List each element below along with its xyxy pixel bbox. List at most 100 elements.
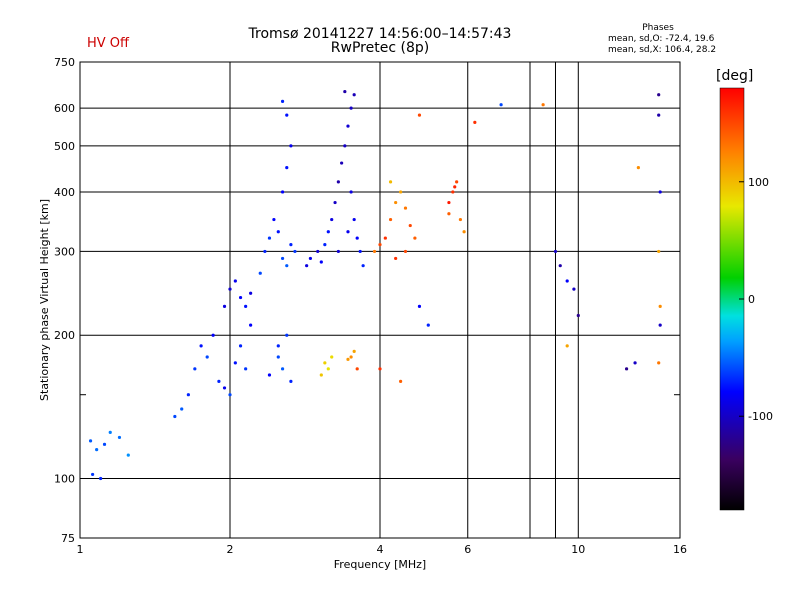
data-point <box>499 103 503 107</box>
y-tick-label: 600 <box>54 102 75 115</box>
data-point <box>565 344 569 348</box>
data-point <box>233 279 237 283</box>
data-point <box>249 291 253 295</box>
data-point <box>126 453 130 457</box>
axes: 1 2 4 6 10 16 75 100 200 300 400 500 600 750 <box>54 56 687 556</box>
data-point <box>565 279 569 283</box>
data-point <box>205 355 209 359</box>
data-point <box>340 161 344 165</box>
data-point <box>455 180 459 184</box>
data-point <box>102 442 107 446</box>
data-point <box>657 113 661 117</box>
data-point <box>228 393 232 397</box>
data-point <box>222 304 227 308</box>
data-point <box>447 200 451 205</box>
y-tick-label: 750 <box>54 56 75 69</box>
chart-title-line2: RwPretec (8p) <box>330 40 430 56</box>
data-point <box>346 124 350 128</box>
data-point <box>330 217 334 222</box>
hv-status: HV Off <box>87 36 129 51</box>
data-point <box>346 357 350 361</box>
x-tick-label: 10 <box>571 543 585 556</box>
data-point <box>276 355 280 359</box>
data-point <box>267 373 272 377</box>
data-point <box>323 361 327 365</box>
data-point <box>258 271 262 275</box>
phase-stats-title: Phases <box>642 23 674 33</box>
data-point <box>388 217 393 222</box>
data-point <box>451 190 455 194</box>
colorbar-unit-label: [deg] <box>716 68 754 84</box>
data-point <box>426 323 430 327</box>
data-point <box>349 106 353 110</box>
data-point <box>326 367 330 371</box>
data-point <box>280 256 285 261</box>
data-point <box>323 243 327 247</box>
data-point <box>222 386 227 390</box>
grid-lines <box>80 62 680 538</box>
data-point <box>280 99 285 103</box>
data-point <box>173 414 177 419</box>
data-point <box>238 344 243 348</box>
data-point <box>333 200 337 205</box>
data-point <box>624 367 629 371</box>
data-point <box>211 333 215 337</box>
data-point <box>553 249 558 254</box>
data-point <box>355 367 359 371</box>
data-point <box>285 264 289 268</box>
data-point <box>336 180 340 184</box>
data-point <box>576 313 580 318</box>
data-point <box>272 217 276 222</box>
data-point <box>316 249 320 254</box>
colorbar-tick-label: -100 <box>748 410 773 423</box>
data-point <box>394 256 398 261</box>
data-point <box>399 379 403 383</box>
data-point <box>462 230 466 234</box>
y-tick-label: 300 <box>54 245 75 258</box>
data-point <box>95 448 99 452</box>
data-point <box>352 217 356 222</box>
data-point <box>193 367 197 371</box>
data-point <box>558 264 562 268</box>
x-tick-label: 6 <box>464 543 471 556</box>
data-point <box>319 373 323 377</box>
data-point <box>458 217 463 222</box>
data-point <box>346 230 350 234</box>
data-point <box>88 439 93 443</box>
data-point <box>217 379 221 383</box>
data-point <box>388 180 393 184</box>
data-point <box>355 236 359 240</box>
data-point <box>289 144 293 148</box>
phase-stats-x-mode: mean, sd,X: 106.4, 28.2 <box>608 45 717 55</box>
data-point <box>361 264 365 268</box>
data-point <box>199 344 203 348</box>
y-tick-label: 100 <box>54 473 75 486</box>
data-point <box>308 256 313 261</box>
x-tick-label: 16 <box>673 543 687 556</box>
data-point <box>633 361 637 365</box>
x-axis-label: Frequency [MHz] <box>334 558 426 571</box>
data-point <box>276 344 280 348</box>
data-point <box>326 230 330 234</box>
y-tick-label: 400 <box>54 186 75 199</box>
data-point <box>244 304 248 308</box>
data-point <box>289 379 293 383</box>
data-point <box>408 223 412 228</box>
data-point <box>276 230 280 234</box>
data-point <box>99 476 103 481</box>
data-point <box>180 407 184 411</box>
data-point <box>330 355 334 359</box>
x-tick-label: 2 <box>227 543 234 556</box>
data-point <box>413 236 417 240</box>
data-point <box>285 166 289 170</box>
data-point <box>572 287 576 291</box>
x-tick-label: 1 <box>77 543 84 556</box>
x-tick-label: 4 <box>377 543 384 556</box>
data-point <box>336 249 340 254</box>
y-tick-label: 200 <box>54 329 75 342</box>
data-point <box>383 236 387 240</box>
data-point <box>403 249 408 254</box>
data-point <box>349 190 353 194</box>
data-point <box>352 349 356 353</box>
